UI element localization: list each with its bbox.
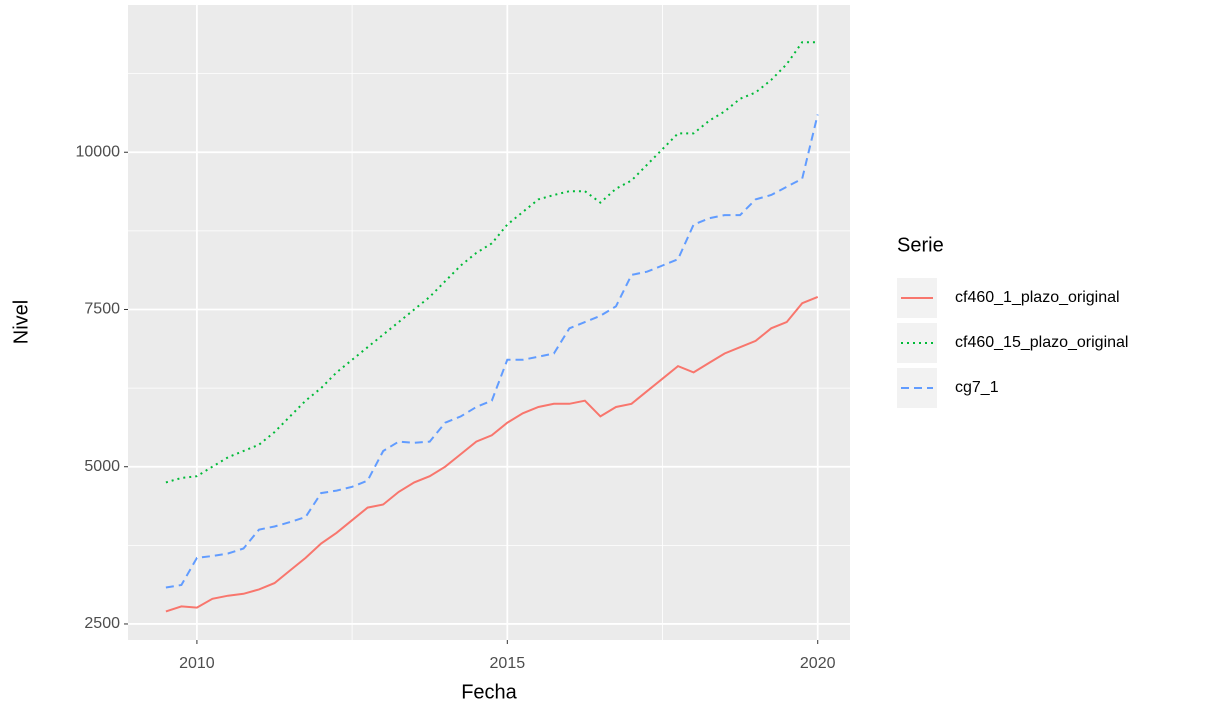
panel: [128, 5, 850, 640]
x-tick-label: 2020: [800, 655, 836, 672]
legend-title: Serie: [897, 234, 944, 256]
y-tick-label: 2500: [84, 615, 120, 632]
series-line: [165, 41, 818, 484]
legend-label: cf460_1_plazo_original: [955, 289, 1120, 306]
legend-label: cf460_15_plazo_original: [955, 334, 1128, 351]
y-tick-label: 10000: [76, 143, 121, 160]
y-axis-label: Nivel: [10, 300, 32, 344]
series-line: [165, 114, 819, 589]
x-tick-label: 2010: [179, 655, 215, 672]
series-line: [165, 295, 819, 613]
y-tick-label: 7500: [84, 301, 120, 318]
y-tick-label: 5000: [84, 458, 120, 475]
x-tick-label: 2015: [490, 655, 526, 672]
legend-label: cg7_1: [955, 379, 999, 396]
x-axis-label: Fecha: [461, 681, 517, 703]
legend-key: [897, 323, 937, 363]
